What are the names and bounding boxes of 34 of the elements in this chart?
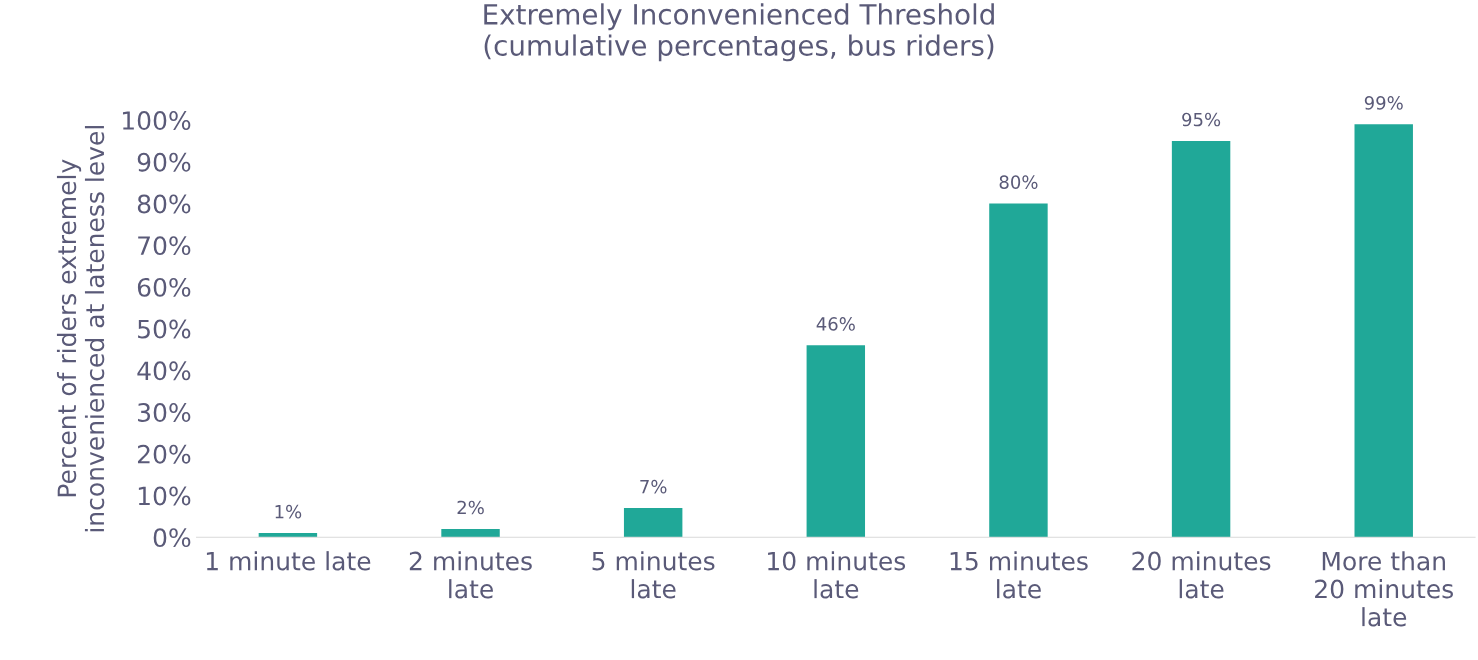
y-tick-label: 10% [138,486,191,506]
x-tick-label: 10 minutes late [768,551,906,599]
x-tick-label: 20 minutes late [1132,551,1271,599]
y-tick-label: 0% [153,528,191,548]
data-label: 2% [457,500,484,515]
chart-title: Extremely Inconvenienced Threshold (cumulative percentages, bus riders) [484,3,994,62]
data-label: 99% [1364,96,1403,110]
y-tick-label: 30% [138,403,191,422]
bar [1171,140,1231,538]
data-label: 46% [816,317,855,331]
x-tick-label: 5 minutes late [592,551,715,599]
y-tick-label: 70% [138,236,191,256]
data-label: 7% [640,479,667,494]
y-tick-label: 40% [137,361,191,381]
x-tick-label: 15 minutes late [950,551,1088,599]
data-label: 1% [275,504,302,519]
y-tick-label: 60% [137,277,191,297]
bar [441,528,500,538]
data-label: 80% [999,175,1038,189]
x-tick-label: 2 minutes late [409,551,532,599]
bar [258,533,318,538]
y-tick-label: 20% [137,444,191,464]
x-tick-label: More than 20 minutes late [1315,551,1453,627]
bar [623,508,683,538]
y-axis-title: Percent of riders extremely inconvenienced at lateness level [56,126,105,532]
y-tick-label: 50% [138,319,191,339]
bar [806,345,866,538]
bar [989,203,1048,538]
x-tick-label: 1 minute late [206,551,371,571]
data-label: 95% [1182,112,1221,127]
bar [1354,124,1413,538]
y-tick-label: 80% [137,194,191,214]
y-tick-label: 90% [137,152,191,172]
y-tick-label: 100% [122,111,191,130]
